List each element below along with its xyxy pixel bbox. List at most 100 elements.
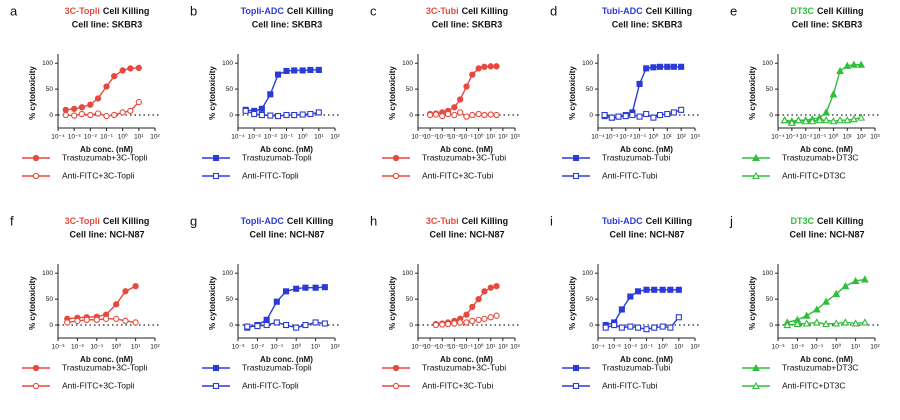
marker	[132, 282, 139, 290]
x-axis-label: Ab conc. (nM)	[260, 355, 313, 364]
x-tick-label: 10⁻⁴	[231, 134, 245, 141]
marker	[457, 96, 464, 103]
x-tick-label: 10²	[330, 344, 340, 351]
y-axis-label: % cytotoxicity	[568, 66, 577, 120]
legend-marker	[752, 381, 760, 390]
x-tick-label: 10⁻¹	[810, 344, 824, 351]
marker	[808, 117, 817, 125]
y-axis-label: % cytotoxicity	[208, 276, 217, 330]
marker	[274, 71, 282, 78]
legend-label: Anti-FITC+3C-Topli	[62, 380, 135, 390]
legend-marker	[392, 154, 400, 162]
marker	[291, 67, 298, 74]
y-axis-label: % cytotoxicity	[748, 276, 757, 330]
x-axis-label: Ab conc. (nM)	[620, 355, 673, 364]
marker	[87, 101, 94, 108]
y-tick-label: 100	[402, 60, 413, 67]
x-axis-label: Ab conc. (nM)	[80, 145, 133, 154]
marker	[650, 64, 657, 71]
panel-label: i	[550, 213, 553, 228]
x-tick-label: 10⁻³	[772, 344, 786, 351]
y-tick-label: 100	[222, 60, 233, 67]
panel: d Tubi-ADC Cell Killing Cell line: SKBR3 0 50…	[550, 3, 701, 180]
marker	[812, 305, 821, 313]
curve	[65, 101, 140, 117]
marker	[802, 311, 811, 319]
x-tick-label: 10⁻⁵	[411, 344, 425, 351]
marker	[135, 64, 142, 72]
y-tick-label: 100	[222, 270, 233, 277]
y-tick-label: 0	[589, 112, 593, 119]
panel-label: f	[10, 213, 14, 228]
marker	[822, 108, 831, 116]
title-text: Cell Killing	[462, 6, 509, 16]
title-drug: 3C-Tubi	[426, 6, 459, 16]
y-tick-label: 100	[582, 60, 593, 67]
marker	[451, 111, 458, 119]
marker	[780, 116, 789, 124]
panel: h 3C-Tubi Cell Killing Cell line: NCI-N87 0 5…	[370, 213, 521, 390]
marker	[457, 319, 464, 326]
panel-label: a	[10, 3, 18, 18]
x-tick-label: 10⁰	[298, 133, 308, 141]
panel-label: g	[190, 213, 197, 228]
x-axis-label: Ab conc. (nM)	[800, 355, 853, 364]
marker	[127, 107, 134, 115]
x-tick-label: 10⁻⁴	[423, 344, 437, 351]
title-drug: Tubi-ADC	[602, 6, 643, 16]
panel-title: Tubi-ADC Cell Killing	[602, 6, 692, 16]
panel-title: 3C-Tubi Cell Killing	[426, 216, 508, 226]
marker	[664, 110, 671, 118]
marker	[102, 315, 110, 322]
marker	[273, 319, 280, 326]
x-tick-label: 10⁻³	[232, 344, 246, 351]
x-tick-label: 10³	[870, 134, 880, 141]
marker	[463, 113, 470, 120]
legend-label: Anti-FITC+DT3C	[782, 380, 846, 390]
legend-label: Trastuzumab+3C-Tubi	[422, 362, 506, 372]
title-drug: Tubi-ADC	[602, 216, 643, 226]
x-tick-label: 10⁰	[829, 133, 839, 141]
x-tick-label: 10⁻⁵	[411, 134, 425, 141]
marker	[312, 284, 319, 291]
legend-marker	[32, 154, 40, 162]
x-tick-label: 10³	[510, 344, 520, 351]
marker	[841, 281, 850, 290]
legend-marker	[752, 363, 760, 372]
panel-label: j	[729, 213, 733, 228]
x-tick-label: 10⁻¹	[280, 134, 294, 141]
legend-label: Trastuzumab+DT3C	[782, 152, 858, 162]
marker	[822, 297, 830, 305]
title-text: Cell Killing	[287, 6, 334, 16]
marker	[841, 318, 850, 326]
marker	[670, 63, 677, 70]
marker	[283, 288, 290, 295]
x-tick-label: 10¹	[134, 134, 144, 141]
y-tick-label: 50	[586, 296, 594, 303]
x-tick-label: 10⁻³	[785, 134, 799, 141]
marker	[307, 66, 314, 73]
marker	[78, 104, 86, 111]
marker	[670, 109, 677, 116]
x-tick-label: 10¹	[486, 344, 496, 351]
legend-label: Anti-FITC+3C-Topli	[62, 170, 135, 180]
marker	[659, 286, 666, 293]
y-tick-label: 0	[229, 322, 233, 329]
marker	[293, 324, 300, 331]
title-text: Cell Killing	[646, 216, 693, 226]
marker	[258, 105, 265, 112]
x-tick-label: 10²	[150, 134, 160, 141]
y-tick-label: 50	[406, 86, 414, 93]
marker	[469, 71, 476, 78]
y-tick-label: 0	[769, 112, 773, 119]
y-tick-label: 0	[769, 322, 773, 329]
panel-title: DT3C Cell Killing	[790, 216, 863, 226]
legend-label: Anti-FITC-Tubi	[602, 380, 658, 390]
marker	[618, 324, 625, 331]
y-tick-label: 100	[42, 270, 53, 277]
legend-marker	[572, 154, 580, 162]
legend-marker	[752, 171, 760, 180]
panel: c 3C-Tubi Cell Killing Cell line: SKBR3 0 50 1…	[370, 3, 521, 180]
panel: e DT3C Cell Killing Cell line: SKBR3 0 50 100 1…	[730, 3, 881, 180]
marker	[481, 288, 488, 295]
